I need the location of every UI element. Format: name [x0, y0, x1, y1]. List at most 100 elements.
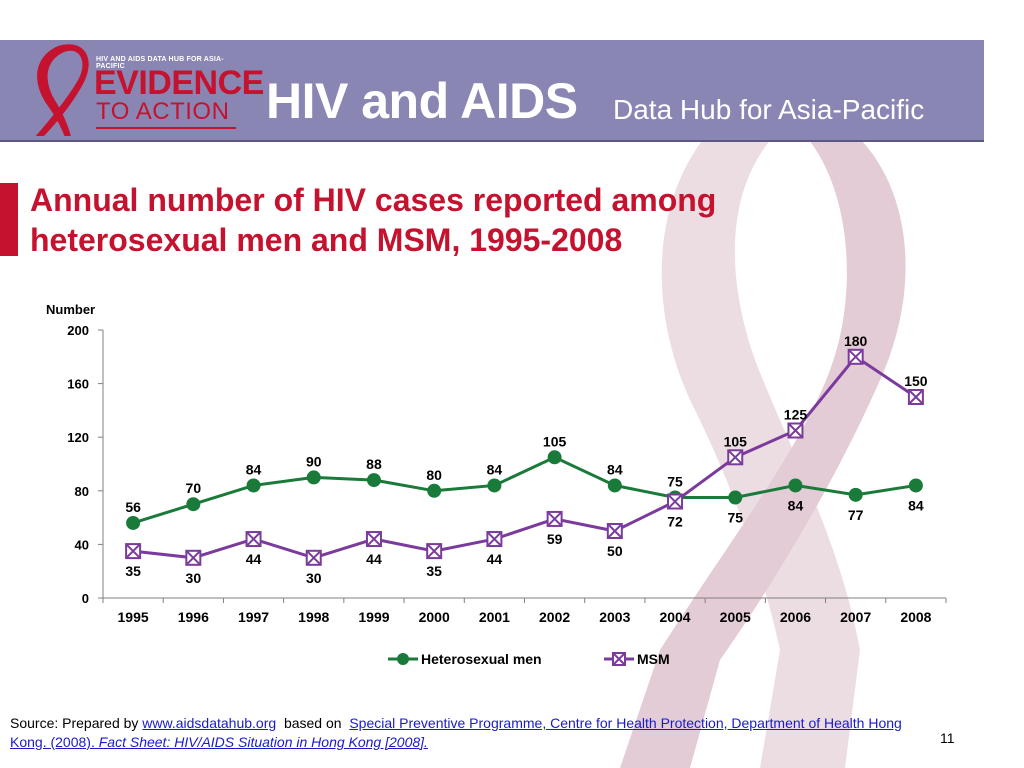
data-point-msm: [426, 543, 443, 560]
x-tick-label: 2005: [720, 609, 751, 625]
source-link-report[interactable]: Special Preventive Programme, Centre for…: [10, 715, 902, 750]
data-label-msm: 59: [547, 531, 563, 547]
header-band: HIV AND AIDS DATA HUB FOR ASIA-PACIFIC E…: [0, 40, 984, 142]
x-tick-label: 2004: [659, 609, 690, 625]
data-label-heterosexual-men: 70: [186, 480, 202, 496]
data-point-heterosexual-men: [366, 473, 381, 488]
logo-action-text: TO ACTION: [96, 98, 230, 125]
data-label-msm: 44: [487, 551, 503, 567]
data-point-heterosexual-men: [306, 470, 321, 485]
data-point-msm: [486, 531, 503, 548]
x-tick-label: 2002: [539, 609, 570, 625]
data-label-heterosexual-men: 56: [125, 499, 141, 515]
x-tick-label: 1998: [298, 609, 329, 625]
source-prefix: Source: Prepared by: [10, 715, 143, 731]
data-point-heterosexual-men: [427, 483, 442, 498]
data-point-heterosexual-men: [186, 497, 201, 512]
data-point-heterosexual-men: [607, 478, 622, 493]
data-point-msm: [245, 531, 262, 548]
x-tick-label: 2000: [419, 609, 450, 625]
data-point-msm: [185, 549, 202, 566]
data-point-msm: [727, 449, 744, 466]
data-label-msm: 35: [125, 563, 141, 579]
red-ribbon-icon: [35, 44, 89, 136]
data-label-heterosexual-men: 77: [848, 507, 864, 523]
y-tick-label: 80: [75, 484, 89, 499]
data-point-msm: [305, 549, 322, 566]
data-point-heterosexual-men: [908, 478, 923, 493]
data-label-msm: 44: [366, 551, 382, 567]
data-label-msm: 150: [904, 373, 928, 389]
data-label-heterosexual-men: 105: [543, 433, 567, 449]
data-label-heterosexual-men: 84: [607, 461, 623, 477]
y-tick-label: 160: [67, 377, 89, 392]
x-tick-label: 2008: [900, 609, 931, 625]
data-point-msm: [787, 422, 804, 439]
data-label-msm: 35: [426, 563, 442, 579]
data-label-msm: 72: [667, 514, 683, 530]
header-subtitle: Data Hub for Asia-Pacific: [613, 94, 925, 125]
data-label-msm: 30: [186, 570, 202, 586]
y-tick-label: 0: [82, 591, 89, 606]
data-point-msm: [847, 348, 864, 365]
data-label-heterosexual-men: 84: [487, 461, 503, 477]
series-line-heterosexual-men: [132, 455, 917, 525]
data-label-heterosexual-men: 84: [908, 497, 924, 513]
data-point-heterosexual-men: [728, 490, 743, 505]
y-axis-label: Number: [46, 302, 95, 317]
x-tick-label: 2007: [840, 609, 871, 625]
source-link-aidsdatahub[interactable]: www.aidsdatahub.org: [142, 715, 277, 731]
data-label-msm: 180: [844, 333, 868, 349]
data-point-msm: [546, 510, 563, 527]
data-label-msm: 44: [246, 551, 262, 567]
logo-underline: [96, 127, 236, 129]
data-label-msm: 105: [724, 433, 748, 449]
data-point-heterosexual-men: [848, 487, 863, 502]
source-middle: based on: [276, 715, 350, 731]
logo-tagline: HIV AND AIDS DATA HUB FOR ASIA-PACIFIC: [96, 56, 224, 70]
x-tick-label: 2006: [780, 609, 811, 625]
data-label-heterosexual-men: 84: [246, 461, 262, 477]
data-label-heterosexual-men: 80: [426, 467, 442, 483]
legend-label-msm: MSM: [637, 651, 670, 667]
x-tick-label: 1997: [238, 609, 269, 625]
slide-title: Annual number of HIV cases reported amon…: [30, 182, 717, 258]
data-point-heterosexual-men: [547, 450, 562, 465]
data-label-heterosexual-men: 88: [366, 456, 382, 472]
page-number: 11: [940, 730, 955, 746]
x-tick-label: 1995: [118, 609, 149, 625]
data-point-msm: [667, 493, 684, 510]
data-point-msm: [907, 389, 924, 405]
data-point-msm: [365, 531, 382, 548]
data-label-msm: 125: [784, 407, 808, 423]
data-point-msm: [125, 543, 142, 560]
data-label-msm: 50: [607, 543, 623, 559]
x-tick-label: 2003: [599, 609, 630, 625]
data-point-heterosexual-men: [487, 478, 502, 493]
legend-marker-heterosexual-men: [397, 653, 409, 665]
y-tick-label: 120: [67, 430, 89, 445]
data-label-msm: 30: [306, 570, 322, 586]
y-tick-label: 40: [75, 537, 89, 552]
data-label-heterosexual-men: 84: [788, 497, 804, 513]
x-tick-label: 1999: [358, 609, 389, 625]
source-link-report-part1: Special Preventive Programme, Centre for…: [10, 715, 902, 750]
legend-marker-msm-cross: [612, 652, 626, 666]
data-point-heterosexual-men: [788, 478, 803, 493]
x-tick-label: 2001: [479, 609, 510, 625]
data-label-heterosexual-men: 75: [727, 510, 743, 526]
logo: HIV AND AIDS DATA HUB FOR ASIA-PACIFIC E…: [0, 40, 264, 140]
data-label-heterosexual-men: 90: [306, 453, 322, 469]
data-point-msm: [606, 523, 623, 539]
source-link-report-title: Fact Sheet: HIV/AIDS Situation in Hong K…: [98, 734, 428, 750]
legend-label-heterosexual-men: Heterosexual men: [421, 651, 542, 667]
source-note: Source: Prepared by www.aidsdatahub.org …: [10, 714, 930, 752]
y-tick-label: 200: [67, 323, 89, 338]
logo-evidence-text: EVIDENCE: [94, 64, 264, 102]
x-tick-label: 1996: [178, 609, 209, 625]
data-point-heterosexual-men: [246, 478, 261, 493]
header-title: HIV and AIDS: [266, 73, 578, 129]
data-label-heterosexual-men: 75: [667, 474, 683, 490]
